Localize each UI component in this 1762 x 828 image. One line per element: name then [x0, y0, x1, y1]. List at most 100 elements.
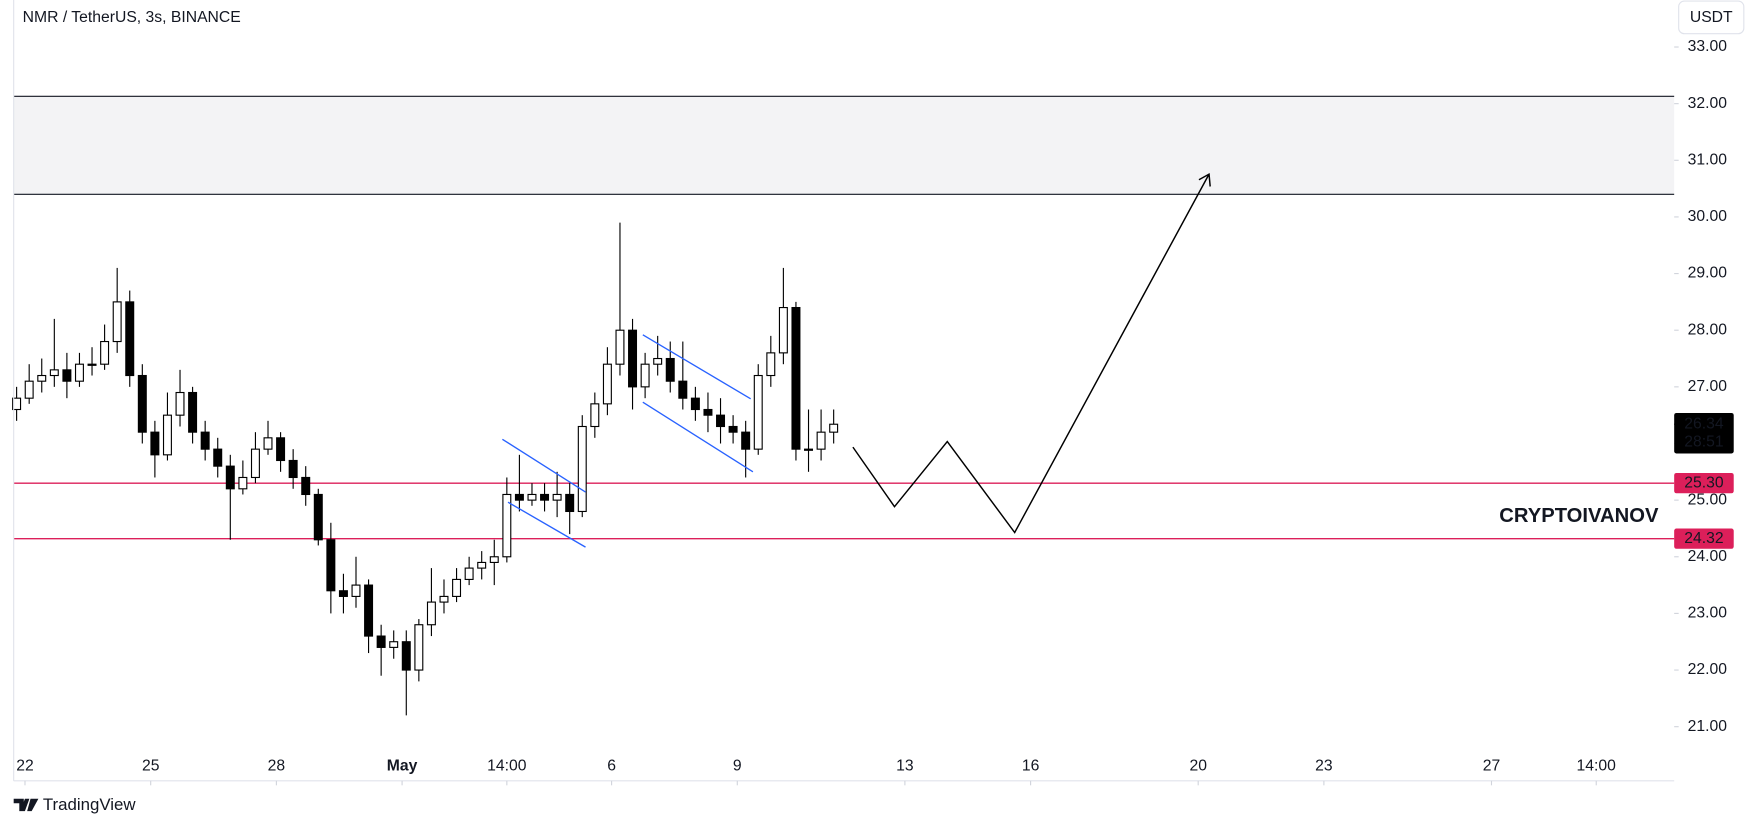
y-tick-label: 33.00: [1688, 38, 1728, 55]
candle-body: [288, 459, 298, 479]
last-price-label: 26.34: [1684, 415, 1724, 432]
candle-body: [12, 397, 22, 411]
y-tick-label: 25.00: [1688, 491, 1728, 508]
candle-body: [276, 437, 286, 462]
candle-body: [653, 357, 663, 365]
x-tick-label: 6: [607, 757, 616, 774]
plot-area: [12, 95, 1675, 716]
candle-body: [565, 493, 575, 513]
candle-body: [401, 641, 411, 671]
candle-body: [87, 363, 97, 366]
candle-body: [577, 425, 587, 513]
x-tick-label: 22: [16, 757, 33, 774]
candle-body: [464, 567, 474, 580]
countdown: 28:51: [1684, 433, 1723, 450]
candle-body: [477, 561, 487, 569]
candle-body: [791, 306, 801, 450]
x-tick-label: 23: [1315, 757, 1333, 774]
brand-icon: [13, 798, 39, 812]
candle-body: [628, 329, 638, 388]
candle-body: [100, 340, 110, 365]
candle-body: [690, 397, 700, 411]
candle-body: [162, 414, 172, 456]
candle-body: [439, 595, 449, 603]
candle-body: [137, 374, 147, 433]
candle-body: [213, 448, 223, 467]
candle-body: [703, 408, 713, 416]
candle-body: [527, 493, 537, 501]
candle-body: [250, 448, 260, 479]
y-tick-label: 28.00: [1688, 321, 1728, 338]
candle-body: [741, 431, 751, 450]
candle-body: [640, 363, 650, 388]
channel-line: [642, 334, 752, 400]
x-tick-label: 27: [1483, 757, 1500, 774]
y-tick-label: 30.00: [1688, 208, 1728, 225]
candle-body: [552, 493, 562, 501]
x-tick-label: 20: [1189, 757, 1207, 774]
candle-body: [602, 363, 612, 405]
x-tick-label: 13: [896, 757, 914, 774]
candle-body: [74, 363, 84, 382]
projection-arrowhead: [1198, 172, 1211, 187]
candle-body: [502, 493, 512, 558]
x-tick-label: May: [387, 757, 418, 774]
candle-body: [778, 306, 788, 354]
x-tick-label: 14:00: [487, 757, 527, 774]
candle-body: [678, 380, 688, 399]
channel-drawings: [502, 334, 754, 548]
candle-body: [112, 301, 122, 343]
candle-body: [200, 431, 210, 450]
chart-title: NMR / TetherUS, 3s, BINANCE: [23, 9, 241, 26]
candle-body: [766, 352, 776, 377]
candle-body: [615, 329, 625, 365]
x-tick-label: 14:00: [1577, 757, 1617, 774]
candle-body: [313, 493, 323, 541]
candle-body: [351, 584, 361, 597]
y-tick-label: 21.00: [1688, 718, 1728, 735]
watermark: CRYPTOIVANOV: [1499, 505, 1659, 527]
candle-body: [829, 423, 839, 433]
candle-body: [326, 539, 336, 592]
y-tick-label: 22.00: [1688, 661, 1728, 678]
candle-body: [125, 301, 135, 377]
level-label: 25.30: [1684, 474, 1724, 491]
candle-body: [489, 556, 499, 563]
candle-body: [452, 578, 462, 597]
candle-body: [150, 431, 160, 456]
candle-body: [389, 641, 399, 648]
candle-body: [376, 635, 386, 648]
projection-path: [852, 173, 1210, 534]
candle-body: [364, 584, 374, 637]
channel-line: [502, 438, 586, 493]
channel-line: [642, 401, 754, 473]
candle-body: [175, 391, 185, 416]
candle-body: [665, 357, 675, 382]
candle-body: [728, 425, 738, 433]
y-tick-label: 27.00: [1688, 378, 1728, 395]
candle-body: [37, 374, 47, 382]
last-price-tag: [1674, 412, 1734, 454]
brand-name: TradingView: [43, 795, 137, 814]
candle-body: [753, 374, 763, 450]
candle-body: [716, 414, 726, 428]
x-tick-label: 9: [733, 757, 742, 774]
currency-label[interactable]: USDT: [1690, 9, 1733, 26]
y-tick-label: 29.00: [1688, 265, 1728, 282]
candle-body: [301, 476, 311, 496]
x-tick-label: 25: [142, 757, 160, 774]
brand-logo: TradingView: [13, 795, 137, 814]
candle-body: [414, 624, 424, 671]
candle-body: [338, 590, 348, 597]
level-label: 24.32: [1684, 530, 1723, 547]
candle-body: [590, 403, 600, 428]
zone: [13, 96, 1675, 195]
y-tick-label: 23.00: [1688, 605, 1728, 622]
currency-button[interactable]: [1678, 0, 1745, 35]
candle-body: [225, 465, 235, 490]
x-tick-label: 28: [268, 757, 286, 774]
channel-line: [507, 501, 586, 548]
level-tag: [1674, 528, 1734, 549]
